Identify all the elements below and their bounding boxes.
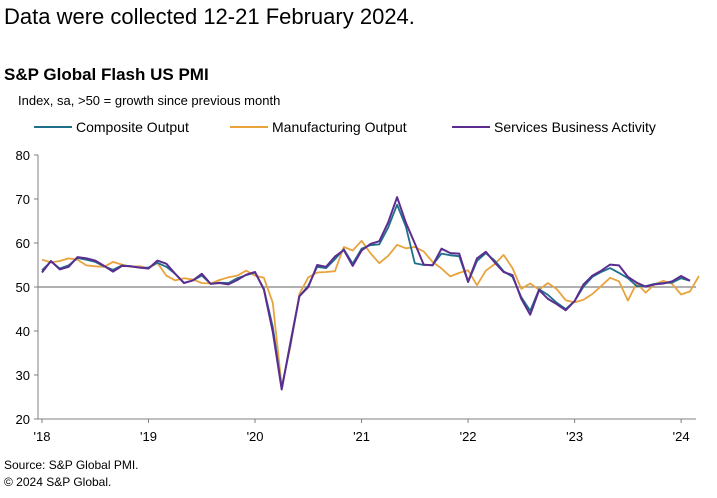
x-tick-label: '22 [460,429,477,444]
y-tick-label: 40 [16,324,30,339]
source-note: Source: S&P Global PMI. [4,458,139,472]
x-tick-label: '23 [566,429,583,444]
pmi-line-chart: 20 30 40 50 60 70 80 '18 '19 '20 '21 '22 '23 '24 [16,148,700,444]
chart-title: S&P Global Flash US PMI [4,65,209,84]
legend-swatch-composite-output [34,126,72,128]
x-tick-label: '20 [247,429,264,444]
y-tick-label: 70 [16,192,30,207]
legend-swatch-manufacturing-output [230,126,268,128]
copyright-note: © 2024 S&P Global. [4,475,112,489]
legend-label-manufacturing-output: Manufacturing Output [272,119,407,135]
legend-label-composite-output: Composite Output [76,119,189,135]
x-tick-label: '19 [140,429,157,444]
legend-item-services-business-activity: Services Business Activity [452,117,656,137]
legend-item-composite-output: Composite Output [34,117,189,137]
x-tick-label: '21 [353,429,370,444]
headline: Data were collected 12-21 February 2024. [4,4,415,29]
y-tick-label: 80 [16,148,30,163]
chart-subtitle: Index, sa, >50 = growth since previous m… [18,93,281,108]
composite-output-line [41,203,691,390]
legend-swatch-services-business-activity [452,126,490,128]
y-tick-label: 20 [16,412,30,427]
services-business-activity-line [41,196,691,391]
chart-legend: Composite Output Manufacturing Output Se… [0,117,717,139]
legend-label-services-business-activity: Services Business Activity [494,119,656,135]
y-tick-label: 60 [16,236,30,251]
y-tick-label: 50 [16,280,30,295]
y-tick-label: 30 [16,368,30,383]
legend-item-manufacturing-output: Manufacturing Output [230,117,407,137]
x-tick-label: '24 [673,429,690,444]
manufacturing-output-line [41,239,700,388]
x-tick-label: '18 [34,429,51,444]
